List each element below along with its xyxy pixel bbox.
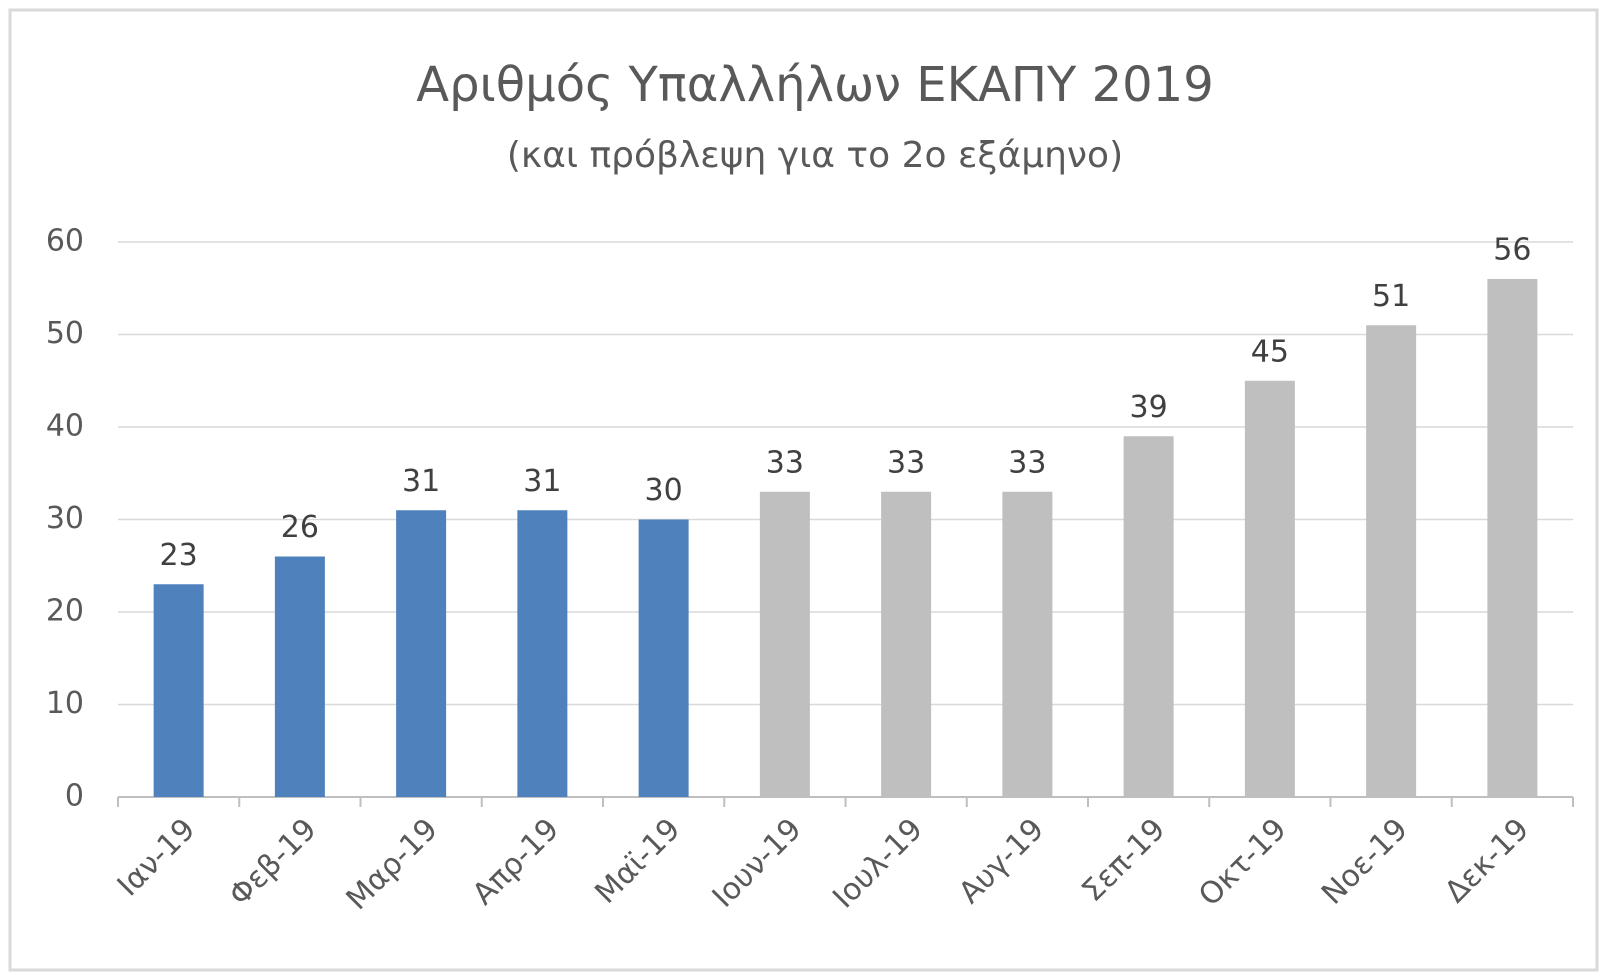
data-label: 26 [281,510,319,545]
bar [881,491,932,797]
bar [153,584,204,797]
bar [1366,325,1417,797]
bar [1487,279,1538,797]
bar [1123,436,1174,797]
bar [274,556,325,797]
data-label: 56 [1493,233,1531,268]
data-label: 23 [160,538,198,573]
bar [517,510,568,797]
y-tick-label: 50 [46,316,84,351]
y-tick-label: 30 [46,501,84,536]
chart-frame [8,8,1599,972]
y-tick-label: 60 [46,224,84,259]
data-label: 51 [1372,279,1410,314]
y-tick-label: 20 [46,594,84,629]
y-tick-label: 40 [46,409,84,444]
bar [759,491,810,797]
data-label: 31 [523,464,561,499]
chart-subtitle: (και πρόβλεψη για το 2ο εξάμηνο) [507,135,1123,176]
bar [638,519,689,797]
chart-title: Αριθμός Υπαλλήλων ΕΚΑΠΥ 2019 [416,57,1213,113]
bar [1244,380,1295,797]
y-tick-label: 0 [65,779,84,814]
bar [396,510,447,797]
data-label: 39 [1130,390,1168,425]
data-label: 33 [766,445,804,480]
data-label: 33 [887,445,925,480]
y-tick-label: 10 [46,686,84,721]
data-label: 31 [402,464,440,499]
data-label: 45 [1251,334,1289,369]
bar [1002,491,1053,797]
data-label: 33 [1008,445,1046,480]
data-label: 30 [645,473,683,508]
